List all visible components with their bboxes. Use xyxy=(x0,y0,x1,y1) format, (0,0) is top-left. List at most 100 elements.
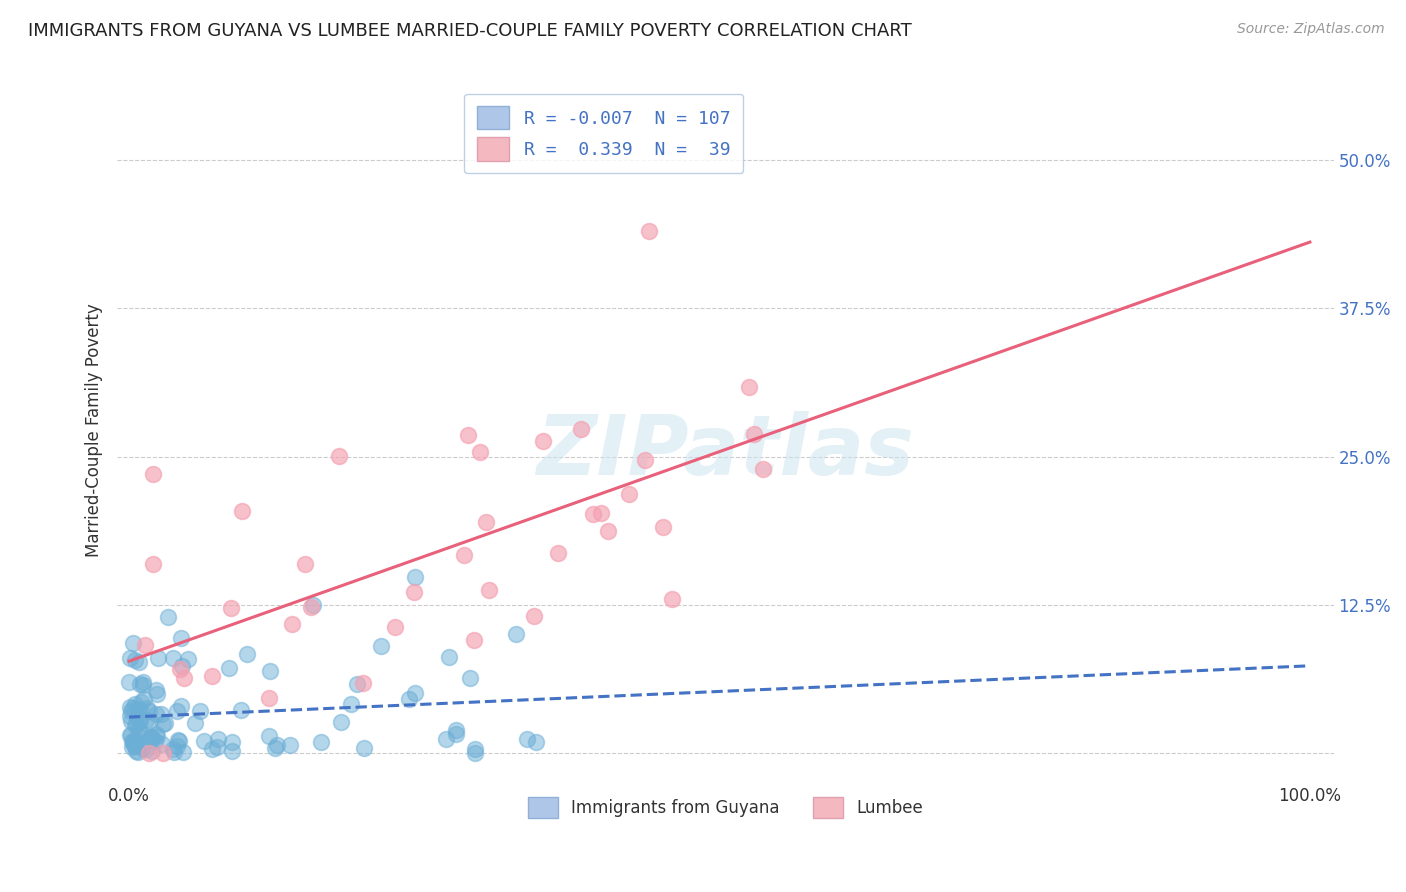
Point xyxy=(434,731,457,746)
Point xyxy=(460,671,482,685)
Point xyxy=(166,739,188,754)
Point xyxy=(346,677,368,691)
Point xyxy=(259,664,281,678)
Point xyxy=(437,650,460,665)
Point xyxy=(522,608,544,623)
Point xyxy=(170,632,193,646)
Point xyxy=(122,635,145,649)
Point xyxy=(280,616,302,631)
Point xyxy=(128,703,150,717)
Point xyxy=(142,557,165,571)
Point xyxy=(172,746,194,760)
Point xyxy=(184,716,207,731)
Point xyxy=(299,600,322,615)
Point xyxy=(205,739,228,754)
Point xyxy=(132,691,155,706)
Text: IMMIGRANTS FROM GUYANA VS LUMBEE MARRIED-COUPLE FAMILY POVERTY CORRELATION CHART: IMMIGRANTS FROM GUYANA VS LUMBEE MARRIED… xyxy=(28,22,912,40)
Point xyxy=(152,746,174,760)
Point xyxy=(474,515,496,529)
Point xyxy=(129,695,152,709)
Legend: Immigrants from Guyana, Lumbee: Immigrants from Guyana, Lumbee xyxy=(522,790,929,825)
Point xyxy=(142,467,165,482)
Point xyxy=(169,662,191,676)
Point xyxy=(398,692,420,706)
Point xyxy=(218,661,240,675)
Point xyxy=(582,508,605,522)
Point xyxy=(177,652,200,666)
Point xyxy=(661,592,683,607)
Point xyxy=(231,504,253,518)
Point xyxy=(124,735,146,749)
Point xyxy=(163,745,186,759)
Point xyxy=(637,224,659,238)
Point xyxy=(547,546,569,560)
Point xyxy=(141,743,163,757)
Point xyxy=(446,727,468,741)
Point xyxy=(125,744,148,758)
Point xyxy=(309,735,332,749)
Point xyxy=(156,609,179,624)
Point xyxy=(162,742,184,756)
Point xyxy=(329,715,352,730)
Point xyxy=(129,677,152,691)
Point xyxy=(145,683,167,698)
Point xyxy=(404,686,426,700)
Point xyxy=(353,740,375,755)
Point xyxy=(453,548,475,562)
Point xyxy=(516,731,538,746)
Point xyxy=(138,746,160,760)
Point xyxy=(145,727,167,741)
Point xyxy=(145,707,167,722)
Point xyxy=(131,740,153,755)
Point xyxy=(752,462,775,476)
Point xyxy=(302,598,325,612)
Text: ZIPatlas: ZIPatlas xyxy=(537,410,914,491)
Point xyxy=(598,524,620,539)
Point xyxy=(128,725,150,739)
Point xyxy=(146,687,169,701)
Point xyxy=(278,738,301,752)
Point xyxy=(219,601,242,615)
Point xyxy=(257,691,280,706)
Point xyxy=(328,450,350,464)
Point xyxy=(135,741,157,756)
Point xyxy=(118,708,141,723)
Point xyxy=(468,445,491,459)
Point xyxy=(128,655,150,669)
Point xyxy=(478,582,501,597)
Point xyxy=(120,728,142,742)
Point xyxy=(139,730,162,744)
Point xyxy=(464,746,486,760)
Point xyxy=(404,570,426,584)
Point xyxy=(136,701,159,715)
Point xyxy=(162,651,184,665)
Point xyxy=(132,675,155,690)
Point xyxy=(531,434,554,449)
Point xyxy=(221,735,243,749)
Text: Source: ZipAtlas.com: Source: ZipAtlas.com xyxy=(1237,22,1385,37)
Point xyxy=(121,740,143,755)
Point xyxy=(200,669,222,683)
Point xyxy=(617,487,640,501)
Point xyxy=(444,723,467,737)
Point xyxy=(145,734,167,748)
Point xyxy=(652,519,675,533)
Point xyxy=(257,729,280,743)
Point xyxy=(589,506,612,520)
Point xyxy=(141,731,163,745)
Point xyxy=(135,713,157,727)
Point xyxy=(120,704,142,718)
Point xyxy=(124,739,146,753)
Point xyxy=(404,585,426,599)
Point xyxy=(139,714,162,728)
Point xyxy=(738,380,761,394)
Point xyxy=(128,723,150,738)
Point xyxy=(193,734,215,748)
Point xyxy=(229,703,252,717)
Point xyxy=(145,729,167,743)
Point xyxy=(167,733,190,747)
Point xyxy=(166,733,188,747)
Point xyxy=(207,732,229,747)
Point xyxy=(201,741,224,756)
Point xyxy=(124,717,146,731)
